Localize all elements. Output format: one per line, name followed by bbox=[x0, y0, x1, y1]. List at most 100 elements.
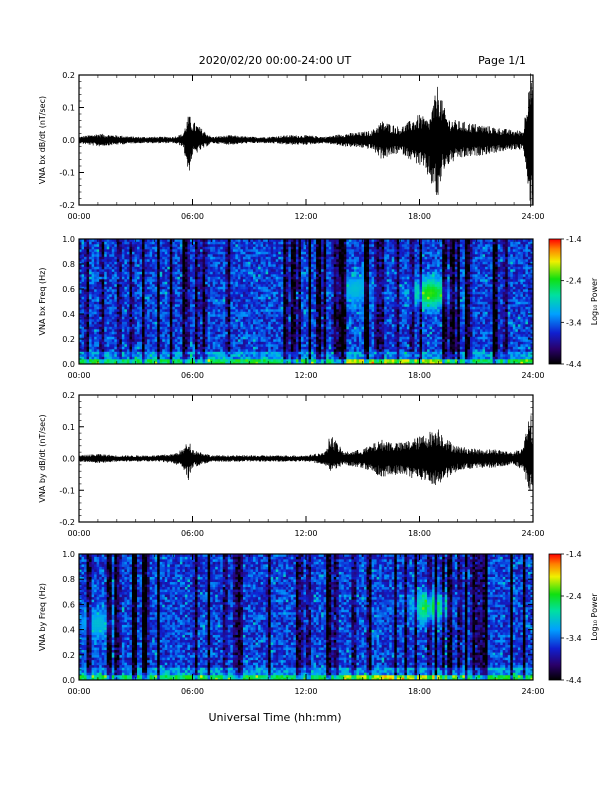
spectrogram-cell bbox=[232, 339, 236, 342]
y-tick-label: 0.0 bbox=[62, 136, 75, 145]
spectrogram-cell bbox=[300, 261, 304, 265]
spectrogram-cell bbox=[303, 286, 307, 290]
spectrogram-cell bbox=[99, 306, 102, 310]
spectrogram-cell bbox=[316, 276, 319, 280]
spectrogram-cell bbox=[242, 306, 246, 310]
spectrogram-cell bbox=[311, 354, 314, 357]
spectrogram-cell bbox=[298, 266, 302, 270]
spectrogram-cell bbox=[275, 239, 279, 242]
spectrogram-cell bbox=[154, 349, 158, 352]
spectrogram-cell bbox=[300, 296, 304, 300]
spectrogram-cell bbox=[114, 271, 118, 275]
spectrogram-cell bbox=[210, 279, 213, 282]
spectrogram-cell bbox=[172, 311, 176, 315]
spectrogram-cell bbox=[124, 244, 128, 247]
spectrogram-cell bbox=[86, 336, 90, 340]
spectrogram-cell bbox=[111, 301, 115, 305]
spectrogram-cell bbox=[94, 324, 97, 327]
spectrogram-cell bbox=[200, 329, 203, 332]
spectrogram-cell bbox=[220, 319, 224, 322]
spectrogram-cell bbox=[179, 319, 183, 322]
spectrogram-cell bbox=[318, 254, 322, 257]
spectrogram-cell bbox=[288, 361, 292, 365]
spectrogram-cell bbox=[321, 244, 324, 247]
spectrogram-cell bbox=[217, 284, 221, 287]
spectrogram-cell bbox=[225, 321, 229, 325]
spectrogram-cell bbox=[167, 266, 171, 270]
spectrogram-cell bbox=[197, 261, 201, 265]
spectrogram-cell bbox=[247, 261, 251, 265]
spectrogram-cell bbox=[235, 289, 239, 292]
spectrogram-cell bbox=[217, 324, 221, 327]
spectrogram-cell bbox=[179, 314, 183, 317]
spectrogram-cell bbox=[245, 329, 249, 332]
spectrogram-cell bbox=[94, 306, 97, 310]
spectrogram-cell bbox=[265, 331, 269, 335]
spectrogram-cell bbox=[184, 254, 188, 257]
spectrogram-cell bbox=[197, 296, 201, 300]
spectrogram-cell bbox=[111, 331, 115, 335]
spectrogram-cell bbox=[149, 304, 153, 307]
spectrogram-cell bbox=[232, 259, 236, 262]
spectrogram-cell bbox=[235, 306, 239, 310]
spectrogram-cell bbox=[116, 309, 120, 312]
spectrogram-cell bbox=[177, 356, 181, 360]
spectrogram-cell bbox=[192, 304, 196, 307]
spectrogram-cell bbox=[111, 271, 115, 275]
spectrogram-cell bbox=[242, 311, 246, 315]
spectrogram-cell bbox=[318, 271, 322, 275]
spectrogram-cell bbox=[200, 244, 203, 247]
spectrogram-cell bbox=[116, 324, 120, 327]
spectrogram-cell bbox=[159, 349, 163, 352]
spectrogram-cell bbox=[79, 339, 82, 342]
spectrogram-cell bbox=[79, 271, 82, 275]
spectrogram-cell bbox=[129, 246, 133, 250]
spectrogram-cell bbox=[149, 294, 153, 297]
spectrogram-cell bbox=[119, 326, 123, 330]
spectrogram-cell bbox=[137, 336, 140, 340]
spectrogram-cell bbox=[253, 294, 256, 297]
spectrogram-cell bbox=[79, 289, 82, 292]
spectrogram-cell bbox=[111, 291, 115, 295]
spectrogram-cell bbox=[265, 251, 269, 255]
spectrogram-cell bbox=[300, 319, 304, 322]
spectrogram-cell bbox=[149, 349, 153, 352]
spectrogram-cell bbox=[200, 294, 203, 297]
spectrogram-cell bbox=[89, 254, 92, 257]
spectrogram-cell bbox=[263, 306, 266, 310]
spectrogram-cell bbox=[285, 304, 289, 307]
spectrogram-cell bbox=[306, 351, 309, 355]
spectrogram-cell bbox=[81, 301, 85, 305]
spectrogram-cell bbox=[182, 274, 186, 277]
spectrogram-cell bbox=[215, 301, 219, 305]
spectrogram-cell bbox=[96, 299, 100, 302]
spectrogram-cell bbox=[89, 281, 92, 285]
spectrogram-cell bbox=[184, 269, 188, 272]
spectrogram-cell bbox=[154, 266, 158, 270]
spectrogram-cell bbox=[295, 354, 299, 357]
spectrogram-cell bbox=[290, 351, 294, 355]
spectrogram-cell bbox=[295, 356, 299, 360]
spectrogram-cell bbox=[182, 296, 186, 300]
spectrogram-cell bbox=[316, 329, 319, 332]
spectrogram-cell bbox=[308, 346, 312, 350]
spectrogram-cell bbox=[99, 299, 102, 302]
spectrogram-cell bbox=[232, 271, 236, 275]
spectrogram-cell bbox=[255, 334, 259, 337]
spectrogram-cell bbox=[265, 304, 269, 307]
spectrogram-cell bbox=[217, 319, 221, 322]
spectrogram-cell bbox=[81, 319, 85, 322]
spectrogram-cell bbox=[159, 254, 163, 257]
spectrogram-cell bbox=[300, 324, 304, 327]
spectrogram-cell bbox=[207, 254, 211, 257]
spectrogram-cell bbox=[278, 314, 282, 317]
spectrogram-cell bbox=[255, 271, 259, 275]
spectrogram-cell bbox=[268, 271, 271, 275]
spectrogram-cell bbox=[111, 336, 115, 340]
spectrogram-cell bbox=[116, 286, 120, 290]
spectrogram-cell bbox=[114, 266, 118, 270]
spectrogram-cell bbox=[227, 331, 231, 335]
spectrogram-cell bbox=[86, 266, 90, 270]
spectrogram-cell bbox=[187, 251, 191, 255]
page-number: Page 1/1 bbox=[478, 54, 526, 67]
